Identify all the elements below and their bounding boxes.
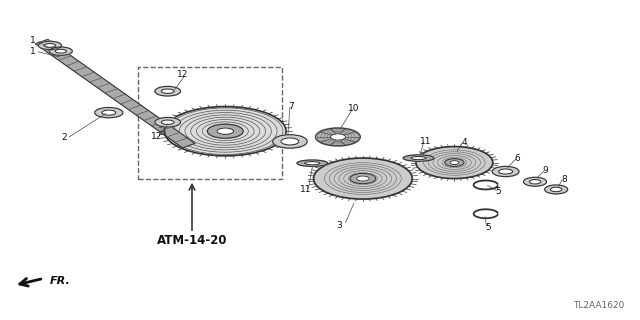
Text: 10: 10 xyxy=(348,104,360,113)
Ellipse shape xyxy=(350,173,376,184)
Ellipse shape xyxy=(281,138,299,145)
Ellipse shape xyxy=(356,176,369,181)
Text: 11: 11 xyxy=(420,137,431,146)
Ellipse shape xyxy=(161,89,174,93)
Ellipse shape xyxy=(164,106,286,156)
Text: 5: 5 xyxy=(485,223,490,232)
Ellipse shape xyxy=(207,124,243,138)
Ellipse shape xyxy=(416,147,493,179)
Ellipse shape xyxy=(102,110,116,115)
Text: 8: 8 xyxy=(562,175,567,184)
Text: 12: 12 xyxy=(151,132,163,141)
Text: 12: 12 xyxy=(177,70,188,79)
Text: 1: 1 xyxy=(31,47,36,56)
Ellipse shape xyxy=(445,159,464,166)
Text: 9: 9 xyxy=(543,166,548,175)
Text: TL2AA1620: TL2AA1620 xyxy=(573,301,624,310)
Text: ATM-14-20: ATM-14-20 xyxy=(157,234,227,247)
Ellipse shape xyxy=(55,49,67,53)
Ellipse shape xyxy=(161,120,174,124)
Text: 1: 1 xyxy=(31,36,36,44)
Ellipse shape xyxy=(155,117,180,127)
Text: 7: 7 xyxy=(289,102,294,111)
Ellipse shape xyxy=(305,162,320,165)
Ellipse shape xyxy=(44,44,56,47)
Ellipse shape xyxy=(297,160,328,166)
Text: 3: 3 xyxy=(337,221,342,230)
Ellipse shape xyxy=(314,158,413,199)
Ellipse shape xyxy=(217,128,234,134)
Ellipse shape xyxy=(38,41,61,50)
Ellipse shape xyxy=(155,86,180,96)
Ellipse shape xyxy=(330,134,346,140)
Ellipse shape xyxy=(550,187,562,192)
Ellipse shape xyxy=(492,166,519,177)
Ellipse shape xyxy=(273,135,307,148)
Ellipse shape xyxy=(545,185,568,194)
Text: 6: 6 xyxy=(515,154,520,163)
Text: 5: 5 xyxy=(495,188,500,196)
Ellipse shape xyxy=(316,128,360,146)
Text: 11: 11 xyxy=(300,185,312,194)
Ellipse shape xyxy=(524,177,547,186)
Text: FR.: FR. xyxy=(50,276,70,286)
Text: 4: 4 xyxy=(461,138,467,147)
Ellipse shape xyxy=(403,155,434,161)
Ellipse shape xyxy=(450,161,459,164)
Ellipse shape xyxy=(529,180,541,184)
Ellipse shape xyxy=(95,108,123,118)
Ellipse shape xyxy=(499,169,513,174)
Ellipse shape xyxy=(411,156,426,160)
Text: 2: 2 xyxy=(61,133,67,142)
Ellipse shape xyxy=(49,47,72,55)
Polygon shape xyxy=(35,39,195,148)
